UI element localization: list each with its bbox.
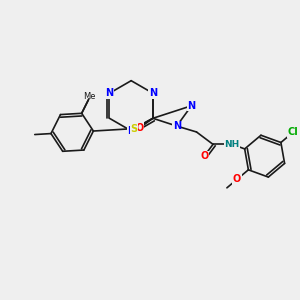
Text: O: O [233, 174, 241, 184]
Text: S: S [130, 124, 137, 134]
Text: Me: Me [84, 92, 96, 101]
Text: O: O [136, 123, 144, 133]
Text: N: N [188, 101, 196, 111]
Text: NH: NH [225, 140, 240, 149]
Text: Cl: Cl [288, 127, 299, 137]
Text: N: N [105, 88, 113, 98]
Text: O: O [200, 151, 208, 161]
Text: N: N [127, 126, 135, 136]
Text: N: N [173, 121, 181, 131]
Text: N: N [149, 88, 157, 98]
